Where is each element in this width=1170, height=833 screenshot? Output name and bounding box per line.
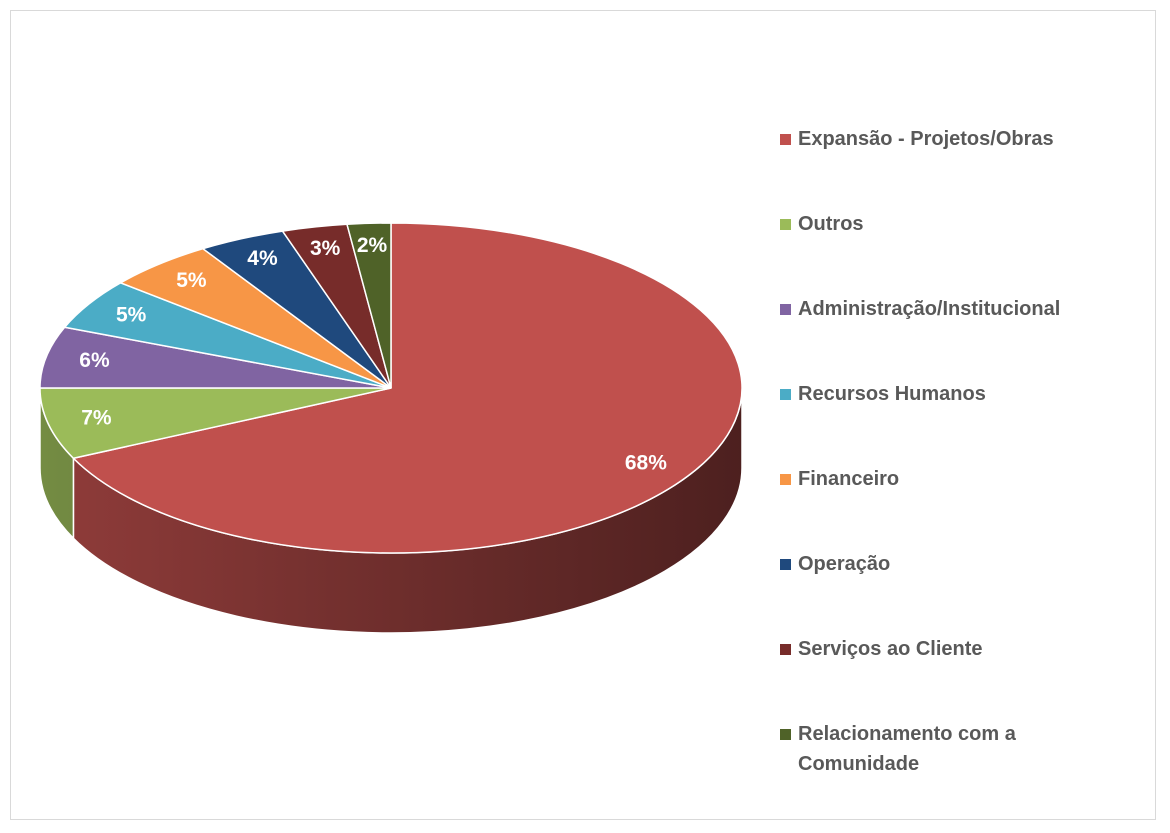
- legend-item: Administração/Institucional: [780, 294, 1150, 379]
- legend-swatch: [780, 644, 791, 655]
- legend-label: Recursos Humanos: [798, 383, 986, 405]
- legend-label: Operação: [798, 553, 891, 575]
- data-label: 2%: [357, 234, 388, 257]
- legend-swatch: [780, 474, 791, 485]
- legend-swatch: [780, 559, 791, 570]
- data-label: 5%: [176, 269, 207, 292]
- data-label: 4%: [247, 247, 278, 270]
- data-label: 6%: [79, 349, 110, 372]
- legend-item: Operação: [780, 549, 1150, 634]
- legend-item: Serviços ao Cliente: [780, 634, 1150, 719]
- legend-item: Expansão - Projetos/Obras: [780, 124, 1150, 209]
- legend-label: Serviços ao Cliente: [798, 638, 983, 660]
- data-label: 7%: [81, 407, 112, 430]
- data-label: 68%: [625, 452, 667, 475]
- slice: [71, 222, 743, 554]
- legend-label: Administração/Institucional: [798, 298, 1061, 320]
- legend-swatch: [780, 389, 791, 400]
- legend-label: Outros: [798, 213, 864, 235]
- legend-label: Relacionamento com a Comunidade: [798, 723, 1016, 775]
- legend-item: Recursos Humanos: [780, 379, 1150, 464]
- legend: Expansão - Projetos/Obras Outros Administr…: [780, 124, 1150, 804]
- legend-swatch: [780, 219, 791, 230]
- legend-swatch: [780, 729, 791, 740]
- legend-item: Financeiro: [780, 464, 1150, 549]
- slice: [39, 387, 392, 460]
- data-label: 3%: [310, 237, 341, 260]
- legend-item: Relacionamento com a Comunidade: [780, 719, 1030, 804]
- slice: [346, 222, 392, 389]
- legend-item: Outros: [780, 209, 1150, 294]
- legend-label: Expansão - Projetos/Obras: [798, 128, 1054, 150]
- legend-label: Financeiro: [798, 468, 900, 490]
- slice: [39, 326, 392, 389]
- legend-swatch: [780, 304, 791, 315]
- legend-swatch: [780, 134, 791, 145]
- chart-frame: [10, 10, 1156, 820]
- data-label: 5%: [116, 303, 147, 326]
